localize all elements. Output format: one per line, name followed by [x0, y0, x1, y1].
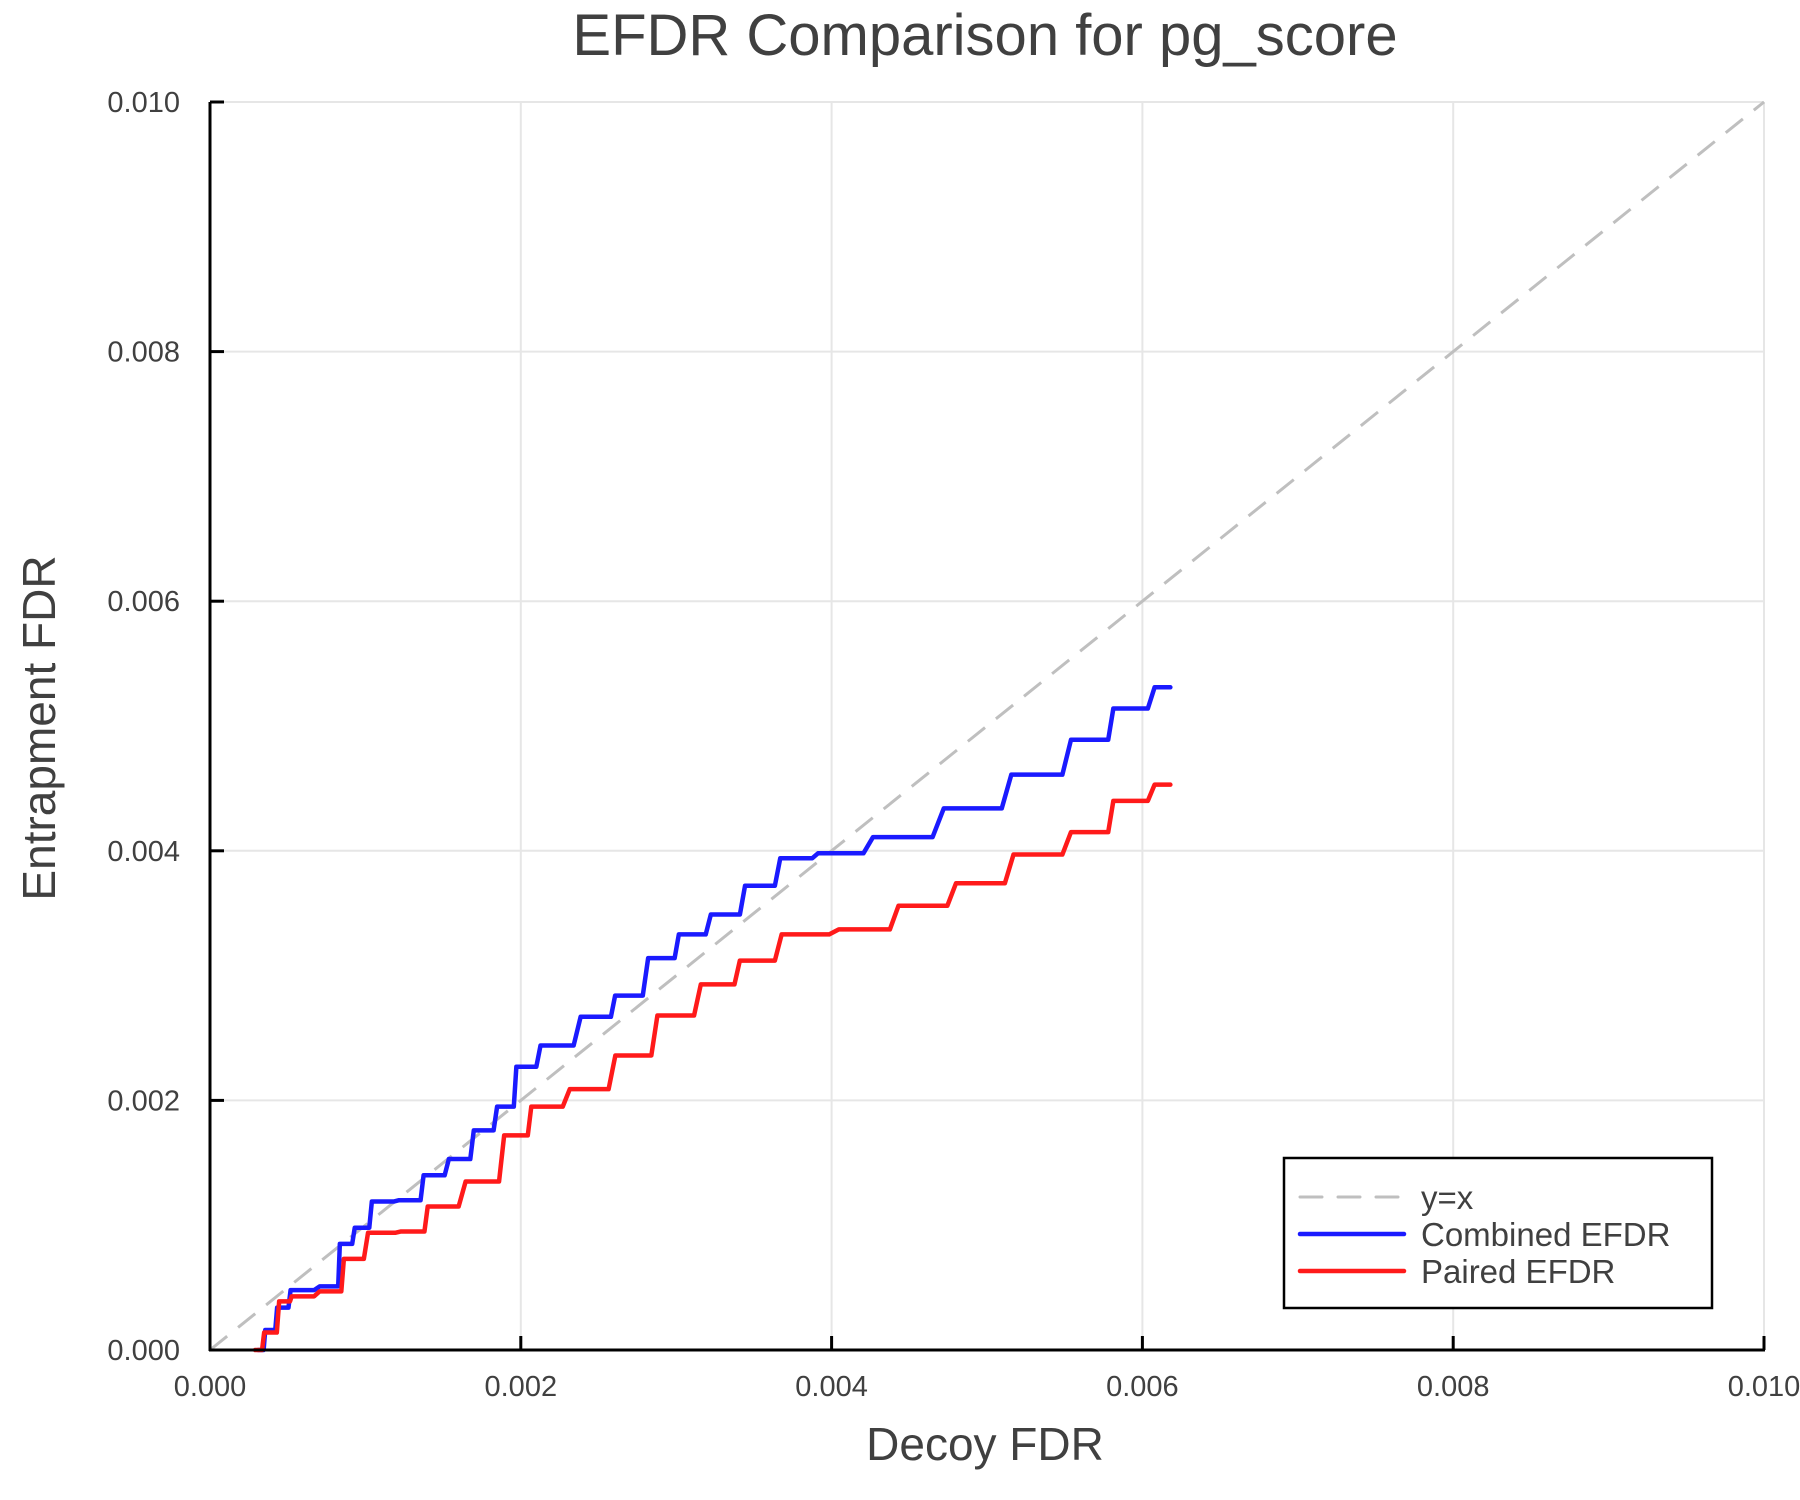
- y-tick-label: 0.004: [107, 836, 180, 868]
- x-tick-label: 0.002: [485, 1371, 558, 1403]
- series-line-combined-efdr: [255, 685, 1173, 1353]
- x-tick-label: 0.004: [795, 1371, 868, 1403]
- plot-series: [209, 100, 1765, 1353]
- y-tick-label: 0.002: [107, 1085, 180, 1117]
- y-tick-label: 0.010: [107, 87, 180, 119]
- x-tick-label: 0.008: [1417, 1371, 1490, 1403]
- y-tick-label: 0.006: [107, 586, 180, 618]
- y-tick-label: 0.008: [107, 337, 180, 369]
- series-line-paired-efdr: [252, 782, 1173, 1353]
- tick-labels: 0.000 0.002 0.004 0.006 0.008 0.010 0.000 0.002…: [107, 87, 1800, 1403]
- y-tick-label: 0.000: [107, 1335, 180, 1367]
- chart-title: EFDR Comparison for pg_score: [572, 3, 1397, 68]
- legend-label: y=x: [1421, 1179, 1474, 1216]
- y-axis-label: Entrapment FDR: [13, 555, 65, 900]
- axes: [208, 102, 1765, 1352]
- legend-label: Combined EFDR: [1421, 1216, 1670, 1253]
- x-tick-label: 0.000: [174, 1371, 247, 1403]
- legend-label: Paired EFDR: [1421, 1253, 1615, 1290]
- x-tick-label: 0.006: [1106, 1371, 1179, 1403]
- grid-lines: [210, 101, 1765, 1350]
- series-line-identity: [209, 100, 1765, 1352]
- x-axis-label: Decoy FDR: [866, 1418, 1104, 1470]
- x-tick-label: 0.010: [1728, 1371, 1800, 1403]
